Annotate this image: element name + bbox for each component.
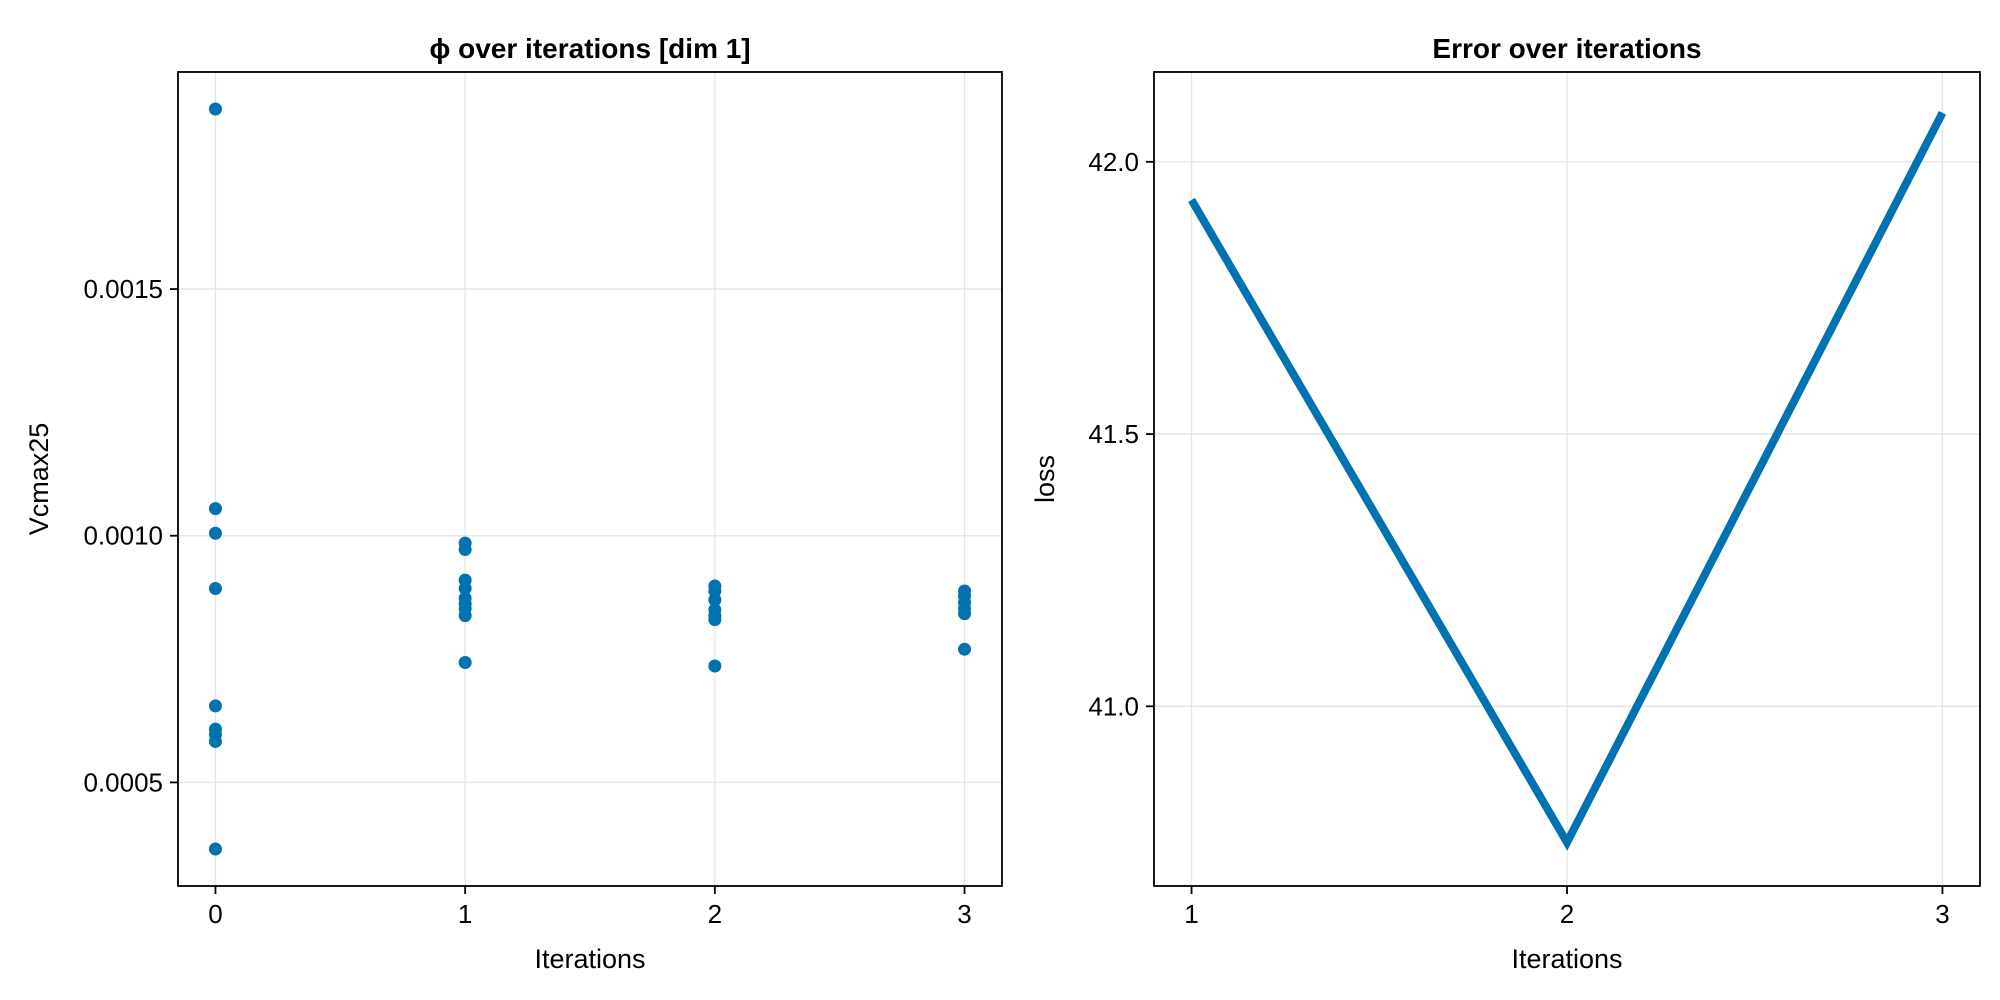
scatter-y-axis-label: Vcmax25 [24,423,54,536]
scatter-plot-background [178,72,1002,886]
scatter-title: ϕ over iterations [dim 1] [429,33,750,64]
scatter-point [708,613,722,627]
y-tick-label: 41.5 [1088,419,1139,449]
scatter-point [208,699,222,713]
x-tick-label: 0 [208,899,222,929]
line-y-axis-label: loss [1030,455,1060,503]
x-tick-label: 1 [1184,899,1198,929]
scatter-x-axis-label: Iterations [534,944,645,974]
scatter-point [458,543,472,557]
line-ticks: 1 2 3 41.0 41.5 42.0 [1088,147,1949,929]
line-panel: 1 2 3 41.0 41.5 42.0 Error over iterations It… [1030,33,1981,974]
y-tick-label: 42.0 [1088,147,1139,177]
scatter-point [208,582,222,596]
scatter-point [708,593,722,607]
scatter-point [458,582,472,596]
y-tick-label: 0.0005 [83,767,163,797]
scatter-point [708,584,722,598]
scatter-point [208,502,222,516]
scatter-point [208,526,222,540]
scatter-point [958,642,972,656]
scatter-point [208,842,222,856]
scatter-ticks: 0 1 2 3 0.0005 0.0010 0.0015 [83,274,971,929]
scatter-gridlines [178,72,1002,886]
scatter-point [708,659,722,673]
y-tick-label: 0.0015 [83,274,163,304]
scatter-point [458,609,472,623]
y-tick-label: 0.0010 [83,521,163,551]
scatter-point [208,102,222,116]
x-tick-label: 1 [458,899,472,929]
y-tick-label: 41.0 [1088,691,1139,721]
scatter-point [458,656,472,670]
x-tick-label: 3 [1935,899,1949,929]
line-x-axis-label: Iterations [1511,944,1622,974]
line-title: Error over iterations [1432,33,1701,64]
loss-series [1188,111,1947,851]
scatter-point [958,607,972,621]
x-tick-label: 3 [957,899,971,929]
scatter-panel: 0 1 2 3 0.0005 0.0010 0.0015 ϕ over iterations… [24,33,1003,974]
x-tick-label: 2 [708,899,722,929]
loss-line [1188,111,1947,851]
x-tick-label: 2 [1560,899,1574,929]
scatter-plot-frame [177,71,1003,887]
scatter-points [208,102,972,856]
scatter-point [208,734,222,748]
